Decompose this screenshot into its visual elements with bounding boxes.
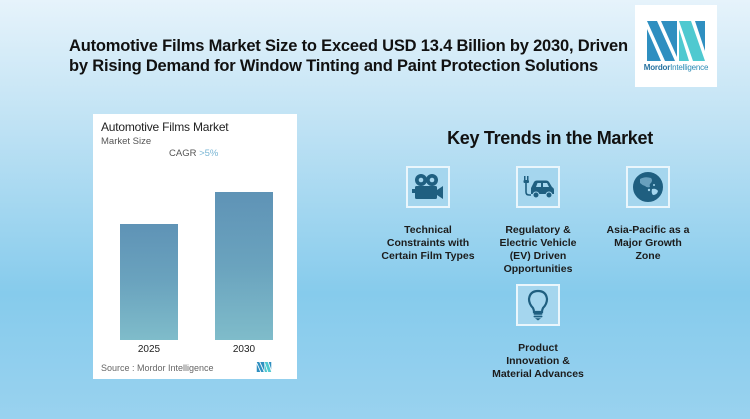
trend-label-technical: Technical Constraints with Certain Film … — [381, 224, 475, 262]
bar-2030 — [215, 192, 273, 340]
mordor-intelligence-logo-icon — [647, 20, 705, 61]
lightbulb-icon — [527, 289, 549, 321]
market-size-chart-card: Automotive Films Market Market Size CAGR… — [93, 114, 297, 379]
trend-icon-box-product-innovation — [516, 284, 560, 326]
cagr-annotation: CAGR >5% — [169, 148, 219, 159]
chart-source: Source : Mordor Intelligence — [101, 363, 214, 373]
key-trends-title: Key Trends in the Market — [447, 128, 653, 148]
chart-title: Automotive Films Market — [101, 120, 229, 134]
trend-icon-box-technical — [406, 166, 450, 208]
trend-icon-box-asia-pacific — [626, 166, 670, 208]
trend-label-asia-pacific: Asia-Pacific as a Major Growth Zone — [606, 224, 690, 262]
logo-wordmark: MordorIntelligence — [643, 62, 709, 72]
mordor-mini-logo-icon — [256, 362, 272, 372]
x-tick-2025: 2025 — [137, 344, 161, 355]
page-headline: Automotive Films Market Size to Exceed U… — [69, 37, 628, 75]
x-tick-2030: 2030 — [232, 344, 256, 355]
mordor-intelligence-logo: MordorIntelligence — [635, 5, 717, 87]
video-camera-icon — [412, 174, 443, 199]
trend-icon-box-ev — [516, 166, 560, 208]
bar-2025 — [120, 224, 178, 340]
globe-asia-icon — [633, 172, 663, 202]
trend-label-product-innovation: Product Innovation & Material Advances — [492, 342, 584, 380]
electric-car-icon — [523, 176, 554, 199]
chart-subtitle: Market Size — [101, 136, 152, 147]
trend-label-ev: Regulatory & Electric Vehicle (EV) Drive… — [499, 224, 577, 275]
